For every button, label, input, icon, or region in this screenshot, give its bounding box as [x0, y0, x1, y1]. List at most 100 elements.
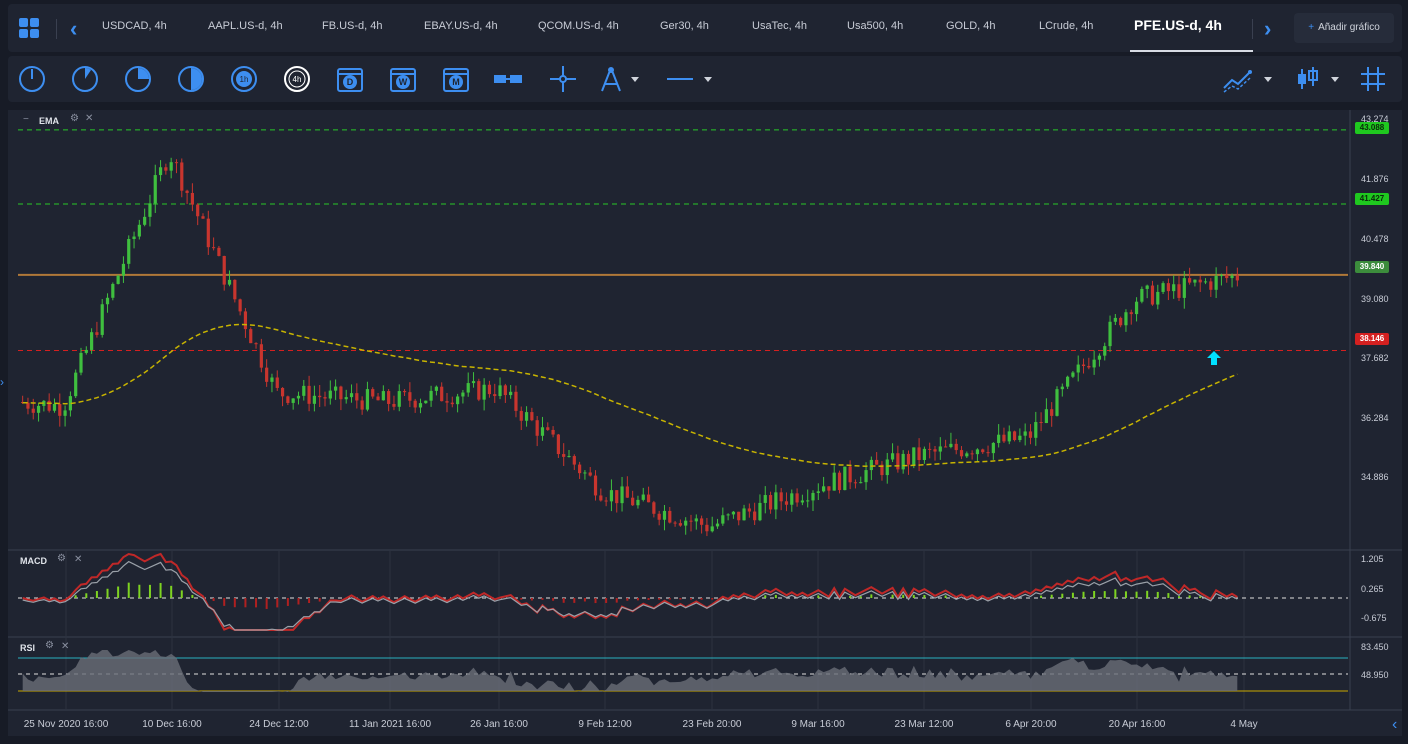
candle-body — [74, 372, 78, 397]
close-icon[interactable]: ✕ — [85, 113, 94, 124]
add-chart-button[interactable]: + Añadir gráfico — [1294, 13, 1394, 43]
macd-histogram-bar — [870, 594, 873, 598]
indicators-dropdown-icon[interactable] — [1261, 64, 1275, 94]
grid-toggle-icon[interactable] — [1358, 64, 1388, 94]
chevron-right-icon[interactable]: › — [1264, 16, 1272, 41]
candle-body — [593, 475, 598, 496]
candle-body — [1028, 431, 1033, 438]
candle-body — [944, 446, 948, 448]
close-icon[interactable]: ✕ — [74, 554, 83, 565]
price-chart-svg[interactable] — [8, 110, 1402, 736]
timeframe-5m-icon[interactable] — [70, 64, 100, 94]
collapse-icon[interactable]: − — [23, 114, 29, 125]
candle-body — [800, 500, 804, 503]
chart-type-candles-icon[interactable] — [1292, 64, 1322, 94]
zoom-range-icon[interactable] — [493, 64, 523, 94]
candle-body — [169, 162, 173, 171]
tab-ebay[interactable]: EBAY.US-d, 4h — [424, 20, 498, 32]
candle-body — [928, 448, 932, 450]
crosshair-icon[interactable] — [548, 64, 578, 94]
chevron-left-icon[interactable]: ‹ — [1392, 716, 1398, 733]
candle-body — [137, 224, 141, 237]
timeframe-1h-icon[interactable]: 1h — [229, 64, 259, 94]
macd-histogram-bar — [520, 598, 523, 600]
timeframe-30m-icon[interactable] — [176, 64, 206, 94]
macd-histogram-bar — [170, 585, 173, 598]
candle-body — [1034, 422, 1038, 438]
candle-body — [79, 352, 83, 373]
candle-body — [371, 389, 375, 397]
candle-body — [540, 427, 545, 436]
candle-body — [174, 162, 179, 164]
candle-body — [1214, 275, 1218, 290]
layout-grid-icon[interactable] — [18, 17, 40, 39]
timeframe-4h-icon[interactable]: 4h — [282, 64, 312, 94]
period-day-label: D — [347, 77, 354, 87]
macd-signal-line — [22, 552, 1238, 631]
settings-gear-icon[interactable]: ⚙ — [70, 113, 79, 124]
drawing-tools-dropdown-icon[interactable] — [628, 64, 642, 94]
candle-body — [954, 443, 958, 451]
chart-area[interactable]: EMA − ⚙ ✕ MACD ⚙ ✕ RSI ⚙ ✕ 43.274 41.876… — [8, 110, 1402, 736]
candle-body — [710, 526, 714, 532]
candle-body — [784, 501, 789, 505]
tab-ger30[interactable]: Ger30, 4h — [660, 20, 709, 32]
candle-body — [726, 514, 730, 516]
timeframe-1m-icon[interactable] — [17, 64, 47, 94]
period-day-calendar-icon[interactable]: D — [335, 64, 365, 94]
drawing-tools-icon[interactable] — [596, 64, 626, 94]
line-style-icon[interactable] — [665, 64, 695, 94]
chart-type-dropdown-icon[interactable] — [1328, 64, 1342, 94]
line-style-dropdown-icon[interactable] — [701, 64, 715, 94]
price-axis-label: 39.080 — [1361, 294, 1389, 304]
candle-body — [429, 390, 433, 401]
macd-histogram-bar — [700, 598, 703, 600]
candle-body — [259, 344, 263, 368]
candle-body — [450, 402, 454, 405]
settings-gear-icon[interactable]: ⚙ — [45, 640, 54, 651]
tab-aapl[interactable]: AAPL.US-d, 4h — [208, 20, 283, 32]
period-month-calendar-icon[interactable]: M — [441, 64, 471, 94]
tab-pfe-active[interactable]: PFE.US-d, 4h — [1134, 17, 1222, 33]
candle-body — [482, 384, 486, 400]
candle-body — [185, 190, 189, 193]
timeframe-15m-icon[interactable] — [123, 64, 153, 94]
tab-usatec[interactable]: UsaTec, 4h — [752, 20, 808, 32]
candle-body — [68, 396, 72, 411]
candle-body — [885, 459, 889, 476]
macd-histogram-bar — [148, 584, 151, 598]
candle-body — [875, 459, 879, 465]
tab-lcrude[interactable]: LCrude, 4h — [1039, 20, 1094, 32]
macd-histogram-bar — [944, 595, 947, 598]
buy-signal-arrow — [1207, 351, 1221, 365]
indicators-icon[interactable] — [1222, 64, 1252, 94]
time-axis-label: 11 Jan 2021 16:00 — [348, 719, 432, 730]
candle-body — [1193, 279, 1197, 283]
candle-body — [312, 395, 316, 404]
tab-fb[interactable]: FB.US-d, 4h — [322, 20, 383, 32]
settings-gear-icon[interactable]: ⚙ — [57, 553, 66, 564]
candle-body — [609, 490, 614, 502]
macd-histogram-bar — [891, 594, 894, 598]
period-week-calendar-icon[interactable]: W — [388, 64, 418, 94]
candle-body — [631, 497, 635, 506]
candle-body — [837, 472, 842, 491]
tab-qcom[interactable]: QCOM.US-d, 4h — [538, 20, 619, 32]
candle-body — [270, 377, 274, 382]
macd-histogram-bar — [817, 595, 820, 598]
tab-usdcad[interactable]: USDCAD, 4h — [102, 20, 167, 32]
candle-body — [1129, 312, 1133, 315]
chevron-left-icon[interactable]: ‹ — [70, 16, 78, 41]
candle-body — [31, 408, 35, 413]
candle-body — [360, 400, 364, 410]
macd-histogram-bar — [308, 598, 311, 604]
tab-usa500[interactable]: Usa500, 4h — [847, 20, 904, 32]
candle-body — [578, 464, 582, 474]
macd-histogram-bar — [265, 598, 268, 609]
macd-indicator-label: MACD — [20, 556, 47, 566]
candle-body — [795, 493, 799, 503]
level-tag-red: 38.146 — [1355, 333, 1389, 345]
chevron-right-icon[interactable]: › — [0, 375, 4, 389]
tab-gold[interactable]: GOLD, 4h — [946, 20, 996, 32]
close-icon[interactable]: ✕ — [61, 641, 70, 652]
